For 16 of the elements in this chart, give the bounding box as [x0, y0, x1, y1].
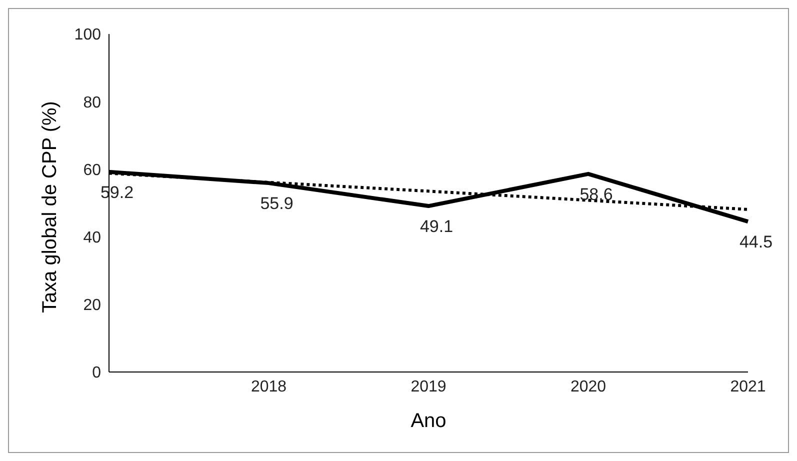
x-tick-label: 2019: [410, 378, 446, 396]
data-label: 55.9: [260, 194, 294, 214]
y-axis-title: Taxa global de CPP (%): [39, 101, 62, 313]
x-tick-label: 2018: [250, 378, 287, 396]
data-label: 58.6: [580, 184, 613, 204]
y-tick-label: 60: [83, 162, 102, 179]
y-tick-label: 20: [83, 297, 102, 314]
y-tick-label: 0: [92, 364, 102, 382]
x-tick-label: 2021: [730, 378, 766, 396]
y-tick-label: 40: [83, 229, 102, 246]
y-tick-label: 100: [74, 26, 102, 44]
data-label: 49.1: [420, 217, 454, 236]
y-tick-label: 80: [83, 94, 102, 112]
x-tick-label: 2020: [570, 378, 606, 396]
x-axis-title: Ano: [410, 410, 446, 432]
data-label: 44.5: [739, 232, 773, 252]
